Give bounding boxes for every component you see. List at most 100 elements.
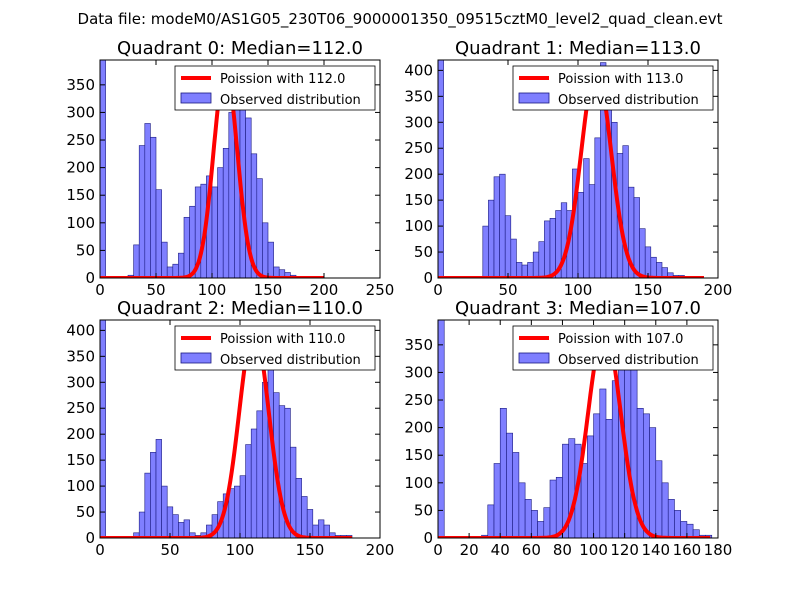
quadrant-0-ytick-label: 50 (76, 241, 95, 259)
quadrant-1-ytick-label: 400 (404, 61, 433, 79)
quadrant-0-ytick-label: 100 (66, 214, 95, 232)
quadrant-1-bar (488, 199, 495, 278)
quadrant-0-ytick-label: 200 (66, 159, 95, 177)
quadrant-3-xtick-label: 140 (641, 541, 670, 559)
quadrant-2-ytick-label: 100 (66, 477, 95, 495)
figure-title: Data file: modeM0/AS1G05_230T06_90000013… (78, 10, 723, 29)
quadrant-1-bar (499, 173, 506, 278)
quadrant-1-ytick-label: 300 (404, 113, 433, 131)
quadrant-3-ytick-label: 0 (423, 529, 433, 547)
quadrant-0-bar (183, 216, 190, 278)
quadrant-3-legend-poisson-label: Poission with 107.0 (558, 332, 683, 347)
quadrant-0-bar (256, 178, 263, 278)
quadrant-0-ytick-label: 300 (66, 103, 95, 121)
quadrant-2-legend-observed-label: Observed distribution (220, 353, 361, 368)
quadrant-3-legend-observed-label: Observed distribution (558, 353, 699, 368)
quadrant-3-bar (580, 463, 588, 538)
quadrant-2-ytick-label: 50 (76, 503, 95, 521)
quadrant-0-legend-poisson-label: Poission with 112.0 (220, 72, 345, 87)
quadrant-2-ytick-label: 200 (66, 425, 95, 443)
quadrant-2-xtick-label: 200 (366, 541, 395, 559)
quadrant-3-bar (655, 460, 663, 538)
quadrant-3-bar (531, 510, 538, 538)
quadrant-1-bar (588, 184, 596, 278)
quadrant-3-bar (524, 499, 532, 538)
quadrant-1-ytick-label: 350 (404, 87, 433, 105)
quadrant-1-bar (516, 262, 523, 278)
quadrant-3-bar (518, 482, 526, 538)
quadrant-1-bar (493, 176, 500, 278)
quadrant-1-ytick-label: 150 (404, 191, 433, 209)
quadrant-3-xtick-label: 0 (433, 541, 443, 559)
quadrant-3-bar (674, 510, 681, 538)
quadrant-2-bar (290, 446, 297, 538)
quadrant-1-bar (510, 238, 517, 278)
quadrant-3-xtick-label: 20 (460, 541, 479, 559)
quadrant-2-xtick-label: 100 (226, 541, 255, 559)
quadrant-0-bar (150, 136, 157, 278)
quadrant-1-bar (549, 218, 556, 278)
quadrant-1-bar (656, 262, 663, 278)
quadrant-3-panel: Quadrant 3: Median=107.0 0 20 40 60 80 100 120… (404, 298, 732, 559)
quadrant-0-bar (217, 167, 224, 278)
quadrant-2-bar (138, 511, 146, 538)
quadrant-3-bar (499, 408, 507, 538)
quadrant-2-bar (234, 485, 241, 538)
quadrant-3-xtick-label: 80 (553, 541, 572, 559)
quadrant-1-bar (438, 60, 444, 278)
quadrant-1-xtick-label: 0 (433, 281, 443, 299)
quadrant-2-bar (318, 519, 325, 538)
quadrant-2-bar (183, 519, 190, 538)
quadrant-1-bar (527, 262, 534, 278)
quadrant-2-ytick-label: 400 (66, 321, 95, 339)
quadrant-1-poisson-line (438, 66, 705, 278)
quadrant-2-xtick-label: 0 (95, 541, 105, 559)
quadrant-0-xtick-label: 0 (95, 281, 105, 299)
quadrant-2-bar (100, 320, 106, 538)
quadrant-1-legend: Poission with 113.0 Observed distribution (512, 65, 714, 111)
quadrant-1-bar (594, 137, 601, 278)
quadrant-1-bar (504, 215, 512, 278)
quadrant-3-bar (493, 463, 501, 538)
quadrant-2-bar (161, 485, 168, 538)
quadrant-3-bar (512, 452, 520, 538)
quadrant-1-bar (532, 251, 540, 278)
quadrant-0-frame (99, 59, 381, 279)
quadrant-3-ytick-label: 150 (404, 446, 433, 464)
quadrant-3-bar (487, 504, 495, 538)
quadrant-3-ytick-label: 50 (414, 501, 433, 519)
quadrant-1-bar (482, 225, 489, 278)
quadrant-1-bar (639, 228, 646, 278)
quadrant-2-bar (144, 472, 151, 538)
quadrant-0-ytick-label: 0 (85, 269, 95, 287)
quadrant-0-xtick-label: 250 (366, 281, 395, 299)
quadrant-1-plot-area (438, 60, 705, 278)
quadrant-2-bar (295, 478, 302, 538)
quadrant-2-legend: Poission with 110.0 Observed distribution (174, 325, 376, 371)
quadrant-3-bar (686, 523, 694, 538)
quadrant-3-bar (605, 419, 613, 538)
quadrant-0-bar (178, 252, 185, 278)
quadrant-3-bar (661, 482, 669, 538)
quadrant-3-bar (643, 413, 650, 538)
quadrant-3-ytick-label: 200 (404, 419, 433, 437)
quadrant-2-bar (256, 410, 263, 538)
quadrant-0-poisson-line (100, 66, 325, 278)
quadrant-0-bar (133, 244, 140, 278)
quadrant-0-ytick-label: 350 (66, 76, 95, 94)
quadrant-1-panel: Quadrant 1: Median=113.0 0 50 100 150 200 0 50… (404, 38, 732, 299)
quadrant-0-bar (155, 189, 162, 278)
quadrant-3-title: Quadrant 3: Median=107.0 (455, 298, 701, 319)
quadrant-0-bar (267, 241, 274, 278)
quadrant-3-bar (667, 499, 675, 538)
quadrant-3-bar (543, 507, 551, 538)
quadrant-1-ytick-label: 200 (404, 165, 433, 183)
quadrant-0-xtick-label: 100 (198, 281, 227, 299)
quadrant-2-ytick-label: 300 (66, 373, 95, 391)
quadrant-3-plot-area (438, 320, 713, 538)
quadrant-2-ytick-label: 250 (66, 399, 95, 417)
quadrant-1-bar (538, 241, 545, 278)
quadrant-2-bar (250, 428, 258, 538)
quadrant-3-bar (611, 380, 619, 538)
quadrant-0-bar (228, 112, 235, 278)
